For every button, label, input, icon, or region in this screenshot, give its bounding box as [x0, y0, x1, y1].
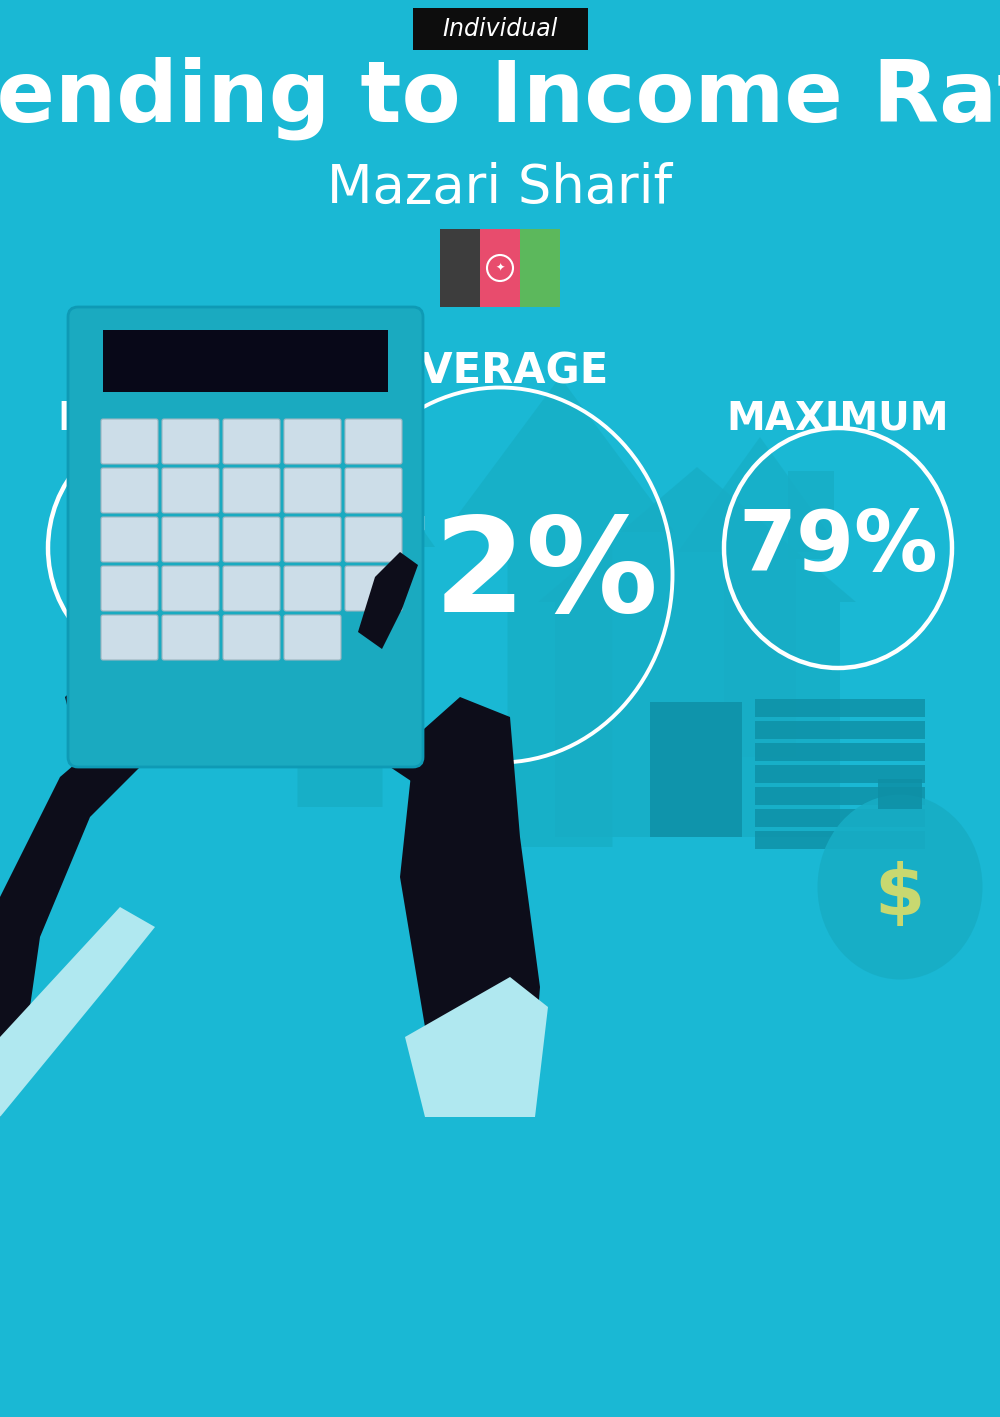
FancyBboxPatch shape	[162, 419, 219, 463]
Text: ✦: ✦	[495, 264, 505, 273]
Polygon shape	[445, 377, 675, 847]
FancyBboxPatch shape	[284, 468, 341, 513]
FancyBboxPatch shape	[345, 468, 402, 513]
FancyBboxPatch shape	[101, 419, 158, 463]
FancyBboxPatch shape	[413, 9, 588, 50]
Text: 66%: 66%	[62, 507, 262, 588]
Polygon shape	[0, 687, 200, 1117]
FancyBboxPatch shape	[103, 330, 388, 393]
FancyBboxPatch shape	[650, 701, 742, 837]
FancyBboxPatch shape	[101, 517, 158, 563]
FancyBboxPatch shape	[755, 786, 925, 805]
FancyBboxPatch shape	[755, 809, 925, 828]
FancyBboxPatch shape	[755, 743, 925, 761]
Polygon shape	[245, 412, 435, 808]
Text: MAXIMUM: MAXIMUM	[727, 400, 949, 436]
Polygon shape	[405, 976, 548, 1117]
FancyBboxPatch shape	[480, 230, 520, 307]
Text: AVERAGE: AVERAGE	[391, 351, 609, 393]
FancyBboxPatch shape	[755, 830, 925, 849]
FancyBboxPatch shape	[162, 565, 219, 611]
Polygon shape	[400, 697, 540, 1117]
FancyBboxPatch shape	[878, 779, 922, 809]
FancyBboxPatch shape	[345, 419, 402, 463]
Ellipse shape	[818, 795, 982, 979]
FancyBboxPatch shape	[223, 468, 280, 513]
FancyBboxPatch shape	[345, 565, 402, 611]
FancyBboxPatch shape	[162, 517, 219, 563]
FancyBboxPatch shape	[101, 615, 158, 660]
Polygon shape	[0, 907, 155, 1117]
FancyBboxPatch shape	[101, 565, 158, 611]
Polygon shape	[358, 553, 418, 649]
Text: Mazari Sharif: Mazari Sharif	[327, 162, 673, 214]
FancyBboxPatch shape	[223, 517, 280, 563]
Text: Spending to Income Ratio: Spending to Income Ratio	[0, 57, 1000, 140]
FancyBboxPatch shape	[162, 615, 219, 660]
FancyBboxPatch shape	[788, 470, 834, 558]
FancyBboxPatch shape	[284, 419, 341, 463]
FancyBboxPatch shape	[555, 602, 840, 837]
FancyBboxPatch shape	[755, 721, 925, 740]
Text: Individual: Individual	[442, 17, 558, 41]
Text: $: $	[875, 860, 925, 930]
Polygon shape	[538, 468, 856, 602]
FancyBboxPatch shape	[345, 517, 402, 563]
FancyBboxPatch shape	[284, 565, 341, 611]
FancyBboxPatch shape	[223, 565, 280, 611]
FancyBboxPatch shape	[284, 615, 341, 660]
FancyBboxPatch shape	[68, 307, 423, 767]
FancyBboxPatch shape	[440, 230, 480, 307]
Polygon shape	[350, 606, 420, 786]
Polygon shape	[678, 436, 842, 757]
FancyBboxPatch shape	[223, 419, 280, 463]
FancyBboxPatch shape	[162, 468, 219, 513]
Text: 72%: 72%	[342, 512, 658, 639]
Text: 79%: 79%	[738, 507, 938, 588]
FancyBboxPatch shape	[284, 517, 341, 563]
FancyBboxPatch shape	[520, 230, 560, 307]
FancyBboxPatch shape	[755, 765, 925, 784]
FancyBboxPatch shape	[755, 699, 925, 717]
Text: MINIMUM: MINIMUM	[57, 400, 267, 436]
FancyBboxPatch shape	[101, 468, 158, 513]
FancyBboxPatch shape	[223, 615, 280, 660]
Polygon shape	[65, 597, 210, 757]
